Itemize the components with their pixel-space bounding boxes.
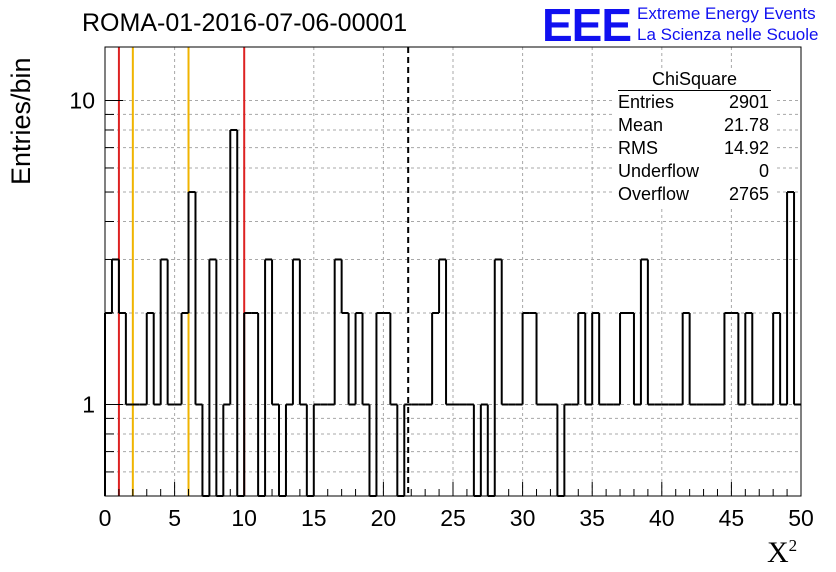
stats-value: 0 — [758, 161, 769, 181]
x-axis-label: X2 — [767, 536, 797, 570]
x-tick-label: 15 — [301, 505, 327, 531]
stats-label: Entries — [618, 92, 675, 112]
chart-title: ROMA-01-2016-07-06-00001 — [82, 9, 408, 37]
x-tick-label: 40 — [649, 505, 675, 531]
x-tick-label: 5 — [168, 505, 181, 531]
x-tick-label: 35 — [579, 505, 605, 531]
stats-row-rms: RMS 14.92 — [612, 137, 777, 160]
x-axis-label-base: X — [767, 536, 789, 569]
grid-lines — [105, 47, 801, 496]
stats-title: ChiSquare — [618, 68, 771, 91]
x-tick-label: 30 — [510, 505, 536, 531]
stats-label: RMS — [618, 138, 658, 158]
stats-row-underflow: Underflow 0 — [612, 160, 777, 183]
x-tick-label: 50 — [788, 505, 814, 531]
stats-value: 14.92 — [723, 138, 769, 158]
x-tick-label: 0 — [99, 505, 112, 531]
y-axis-ticks: 1 10 — [69, 88, 123, 473]
y-axis-label: Entries/bin — [6, 57, 36, 185]
stats-row-mean: Mean 21.78 — [612, 114, 777, 137]
logo-caption-line1: Extreme Energy Events — [637, 4, 816, 23]
stats-label: Overflow — [618, 184, 690, 204]
logo-caption: Extreme Energy Events La Scienza nelle S… — [637, 3, 818, 45]
stats-row-overflow: Overflow 2765 — [612, 183, 777, 206]
stats-label: Mean — [618, 115, 664, 135]
x-tick-label: 10 — [231, 505, 257, 531]
eee-logo: EEE — [542, 0, 632, 51]
stats-value: 21.78 — [723, 115, 769, 135]
x-tick-label: 45 — [719, 505, 745, 531]
stats-label: Underflow — [618, 161, 700, 181]
histogram-bars — [104, 128, 801, 497]
stats-value: 2765 — [728, 184, 769, 204]
x-tick-label: 25 — [440, 505, 466, 531]
x-axis-ticks: 0 5 10 15 20 25 30 35 40 45 50 — [99, 482, 814, 531]
x-axis-label-superscript: 2 — [788, 536, 798, 555]
stats-box: ChiSquare Entries 2901 Mean 21.78 RMS 14.92… — [612, 68, 777, 206]
y-tick-label: 10 — [69, 88, 95, 114]
stats-row-entries: Entries 2901 — [612, 91, 777, 114]
logo-caption-line2: La Scienza nelle Scuole — [637, 25, 819, 44]
y-tick-label: 1 — [82, 391, 95, 417]
x-tick-label: 20 — [371, 505, 397, 531]
stats-value: 2901 — [728, 92, 769, 112]
